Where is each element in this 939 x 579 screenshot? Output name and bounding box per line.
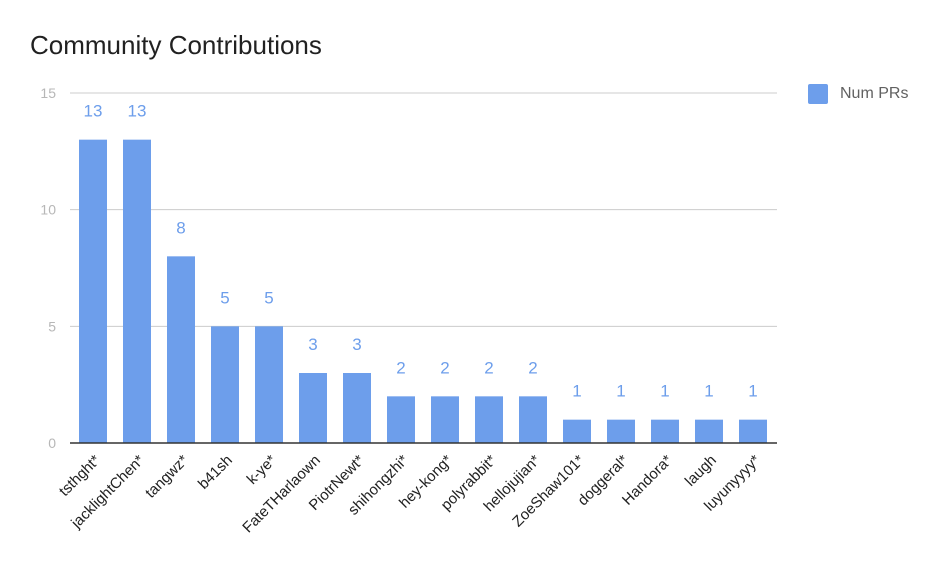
category-labels: tsthght*jacklightChen*tangwz* b41sh k-ye*F… — [56, 452, 764, 537]
x-category-label: b41sh — [195, 452, 236, 493]
bar-polyrabbit — [475, 396, 503, 443]
bar-jacklightChen — [123, 139, 151, 443]
bar-hellojujian — [519, 396, 547, 443]
bar-Handora — [651, 419, 679, 443]
data-label: 2 — [440, 358, 449, 377]
data-label: 2 — [484, 358, 493, 377]
bar-FateTHarlaown — [299, 373, 327, 443]
data-label: 5 — [264, 288, 273, 307]
bar-hey-kong — [431, 396, 459, 443]
data-label: 8 — [176, 218, 185, 237]
bar-PiotrNewt — [343, 373, 371, 443]
data-label: 1 — [704, 382, 713, 401]
data-label: 5 — [220, 288, 229, 307]
data-labels: 13 13 8 5 5 3 3 2 2 2 2 1 1 1 1 1 — [84, 102, 758, 401]
bar-ZoeShaw101 — [563, 419, 591, 443]
legend-label: Num PRs — [840, 85, 909, 102]
data-label: 3 — [352, 335, 361, 354]
data-label: 13 — [128, 102, 147, 121]
data-label: 2 — [528, 358, 537, 377]
x-category-label: laugh — [682, 452, 720, 490]
data-label: 1 — [660, 382, 669, 401]
bar-shihongzhi — [387, 396, 415, 443]
y-axis-ticks: 0 5 10 15 — [40, 85, 56, 451]
y-tick-label: 10 — [40, 202, 56, 218]
data-label: 1 — [616, 382, 625, 401]
data-label: 3 — [308, 335, 317, 354]
y-tick-label: 0 — [48, 435, 56, 451]
bar-b41sh — [211, 326, 239, 443]
data-label: 1 — [572, 382, 581, 401]
chart-title: Community Contributions — [30, 30, 322, 60]
x-category-label: FateTHarlaown — [239, 452, 324, 537]
y-tick-label: 5 — [48, 318, 56, 334]
legend: Num PRs — [808, 84, 908, 104]
bar-tangwz — [167, 256, 195, 443]
bar-tsthght — [79, 139, 107, 443]
data-label: 1 — [748, 382, 757, 401]
x-category-label: k-ye* — [244, 452, 280, 488]
bar-doggeral — [607, 419, 635, 443]
data-label: 2 — [396, 358, 405, 377]
bar-k-ye — [255, 326, 283, 443]
bars — [79, 139, 767, 443]
bar-laugh — [695, 419, 723, 443]
bar-luyunyyyy — [739, 419, 767, 443]
y-tick-label: 15 — [40, 85, 56, 101]
x-category-label: tangwz* — [142, 452, 192, 502]
legend-swatch — [808, 84, 828, 104]
data-label: 13 — [84, 102, 103, 121]
